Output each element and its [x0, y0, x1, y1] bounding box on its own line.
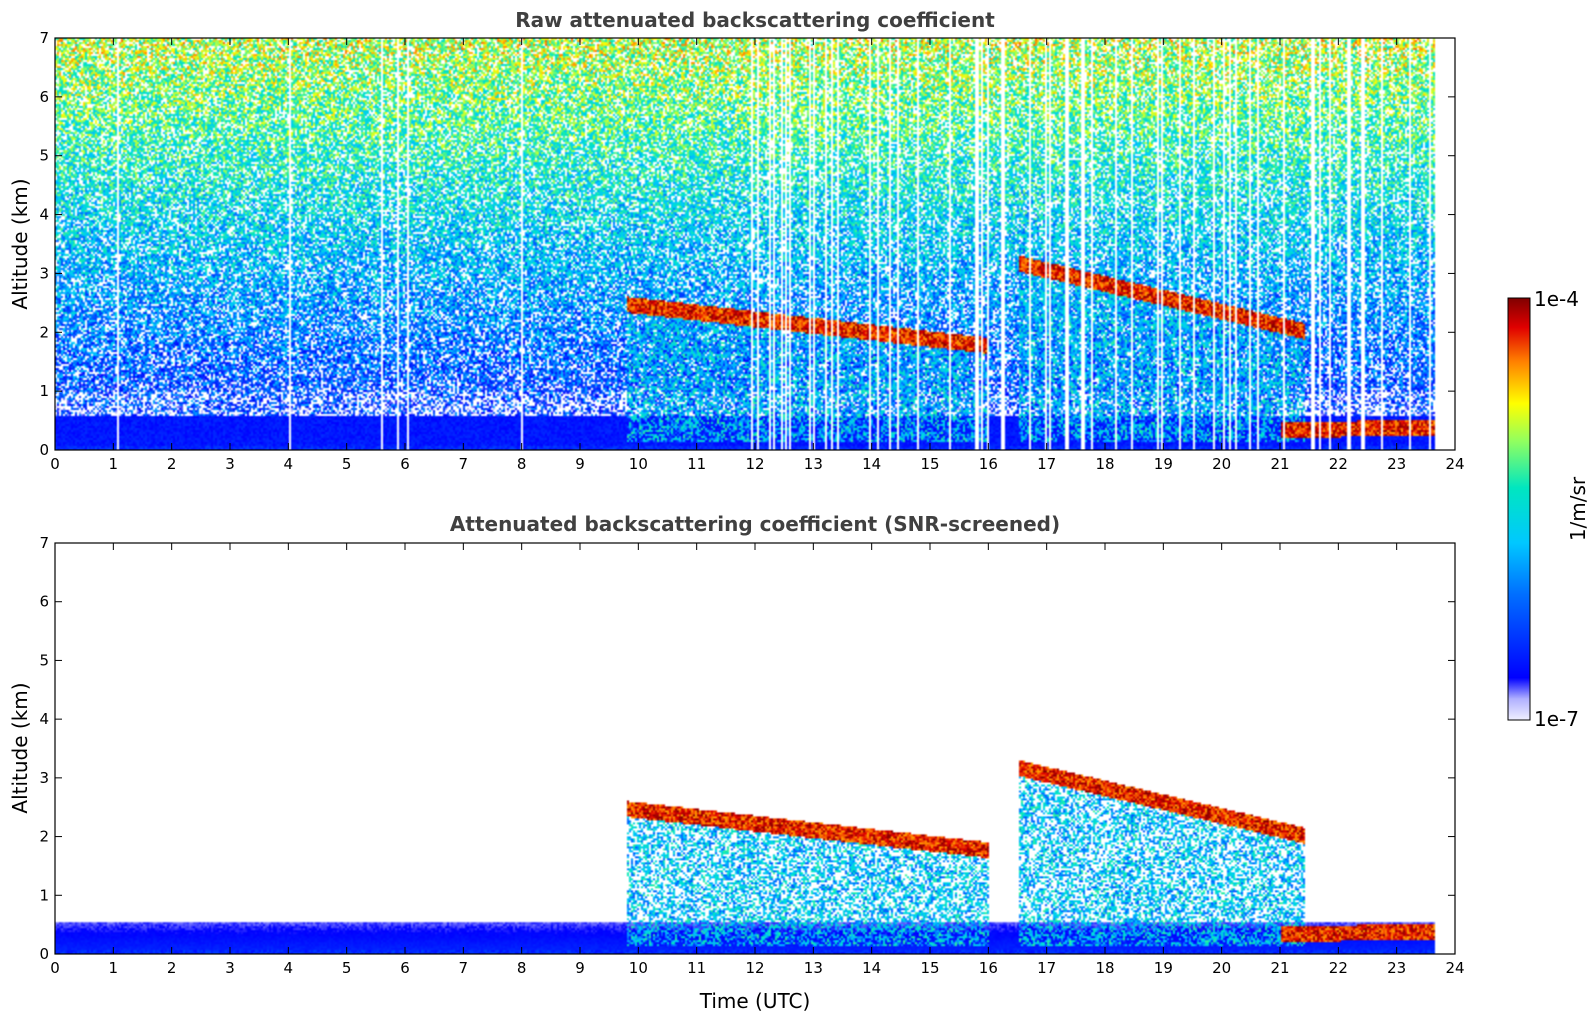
x-tick-label: 10: [629, 455, 648, 473]
x-tick-label: 18: [1095, 455, 1114, 473]
x-tick-label: 19: [1154, 959, 1173, 977]
x-tick-label: 16: [979, 959, 998, 977]
raw-panel-title: Raw attenuated backscattering coefficien…: [515, 8, 995, 32]
x-tick-label: 6: [400, 455, 410, 473]
raw-heatmap: [55, 38, 1455, 450]
x-tick-label: 15: [920, 959, 939, 977]
x-tick-label: 7: [459, 455, 469, 473]
y-tick-label: 3: [39, 769, 49, 787]
x-tick-label: 11: [687, 455, 706, 473]
x-tick-label: 2: [167, 959, 177, 977]
x-axis-label: Time (UTC): [699, 989, 811, 1013]
y-tick-label: 2: [39, 323, 49, 341]
x-tick-label: 14: [862, 959, 881, 977]
x-tick-label: 5: [342, 455, 352, 473]
x-tick-label: 20: [1212, 959, 1231, 977]
x-tick-label: 12: [745, 455, 764, 473]
x-tick-label: 23: [1387, 455, 1406, 473]
screened-heatmap-image: [55, 543, 1455, 954]
x-tick-label: 1: [109, 455, 119, 473]
x-tick-label: 17: [1037, 959, 1056, 977]
x-tick-label: 20: [1212, 455, 1231, 473]
colorbar-min-label: 1e-7: [1534, 707, 1579, 731]
x-tick-label: 19: [1154, 455, 1173, 473]
x-tick-label: 3: [225, 455, 235, 473]
y-tick-label: 5: [39, 651, 49, 669]
x-tick-label: 4: [284, 455, 294, 473]
x-tick-label: 13: [804, 959, 823, 977]
x-tick-label: 21: [1270, 959, 1289, 977]
x-tick-label: 14: [862, 455, 881, 473]
x-tick-label: 24: [1445, 959, 1464, 977]
x-tick-label: 6: [400, 959, 410, 977]
x-tick-label: 23: [1387, 959, 1406, 977]
x-tick-label: 17: [1037, 455, 1056, 473]
y-tick-label: 5: [39, 147, 49, 165]
x-tick-label: 3: [225, 959, 235, 977]
x-tick-label: 21: [1270, 455, 1289, 473]
x-tick-label: 9: [575, 959, 585, 977]
colorbar-unit-label: 1/m/sr: [1566, 476, 1590, 541]
screened-y-axis-label: Altitude (km): [8, 682, 32, 813]
x-tick-label: 10: [629, 959, 648, 977]
y-tick-label: 4: [39, 206, 49, 224]
y-tick-label: 1: [39, 886, 49, 904]
colorbar-gradient: [1507, 297, 1531, 721]
y-tick-label: 2: [39, 828, 49, 846]
x-tick-label: 8: [517, 959, 527, 977]
x-tick-label: 0: [50, 455, 60, 473]
x-tick-label: 24: [1445, 455, 1464, 473]
colorbar: 1e-4 1e-7 1/m/sr: [1507, 287, 1590, 731]
y-tick-label: 3: [39, 264, 49, 282]
raw-heatmap-image: [55, 38, 1455, 450]
colorbar-max-label: 1e-4: [1534, 287, 1579, 311]
x-tick-label: 18: [1095, 959, 1114, 977]
x-tick-label: 15: [920, 455, 939, 473]
y-tick-label: 7: [39, 534, 49, 552]
x-tick-label: 13: [804, 455, 823, 473]
x-tick-label: 22: [1329, 455, 1348, 473]
x-tick-label: 7: [459, 959, 469, 977]
x-tick-label: 4: [284, 959, 294, 977]
x-tick-label: 11: [687, 959, 706, 977]
screened-axis-ticks: 0 1 2 3 4 5 6 7 8 9 10 11 12 13 14 15 16 17 18 19 20 21 22 23 24…: [39, 534, 1464, 977]
x-tick-label: 2: [167, 455, 177, 473]
x-tick-label: 9: [575, 455, 585, 473]
screened-heatmap: [55, 543, 1455, 954]
y-tick-label: 6: [39, 593, 49, 611]
y-tick-label: 7: [39, 29, 49, 47]
y-tick-label: 6: [39, 88, 49, 106]
x-tick-label: 1: [109, 959, 119, 977]
y-tick-label: 4: [39, 710, 49, 728]
raw-backscatter-panel: Raw attenuated backscattering coefficien…: [8, 8, 1465, 473]
x-tick-label: 8: [517, 455, 527, 473]
x-tick-label: 16: [979, 455, 998, 473]
x-tick-label: 5: [342, 959, 352, 977]
y-tick-label: 0: [39, 945, 49, 963]
x-tick-label: 12: [745, 959, 764, 977]
y-tick-label: 0: [39, 441, 49, 459]
x-tick-label: 22: [1329, 959, 1348, 977]
raw-y-axis-label: Altitude (km): [8, 178, 32, 309]
raw-axis-ticks: 0 1 2 3 4 5 6 7 8 9 10 11 12 13 14 15 16 17 18 19 20 21 22 23 24…: [39, 29, 1464, 473]
x-tick-label: 0: [50, 959, 60, 977]
y-tick-label: 1: [39, 382, 49, 400]
screened-panel-title: Attenuated backscattering coefficient (S…: [450, 512, 1060, 536]
screened-backscatter-panel: Attenuated backscattering coefficient (S…: [8, 512, 1465, 1013]
